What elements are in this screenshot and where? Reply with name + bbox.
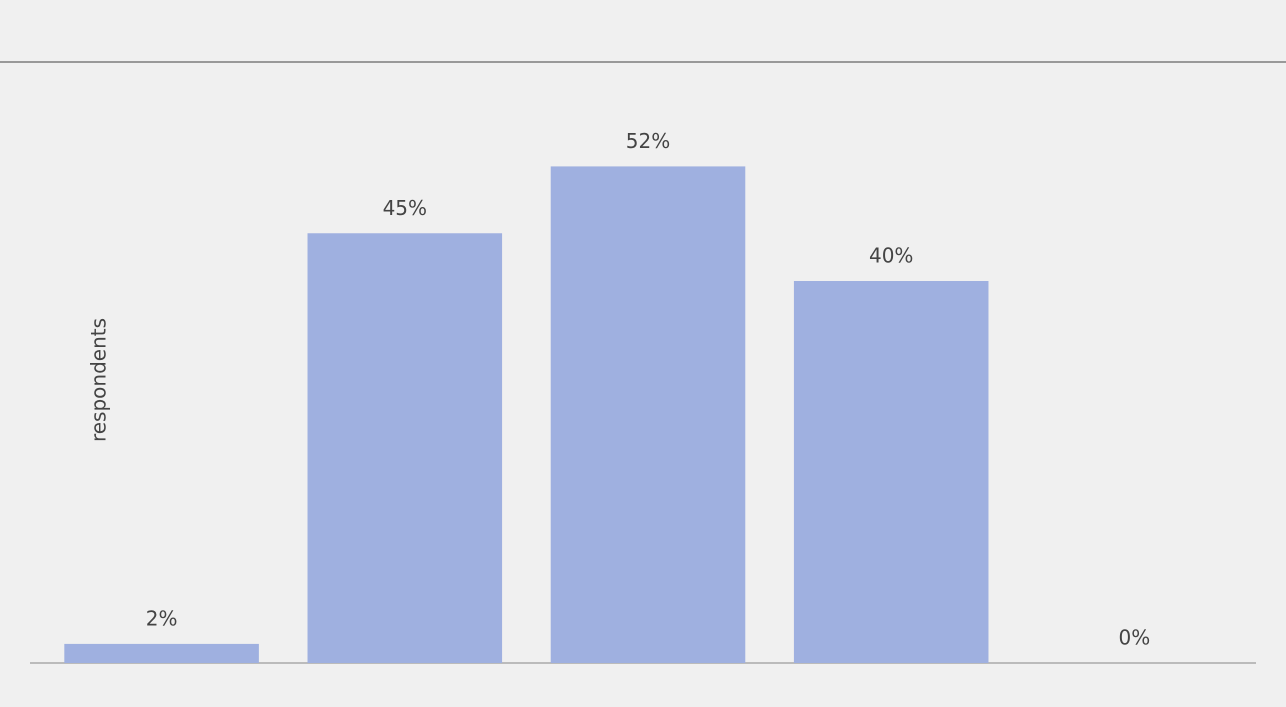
bar xyxy=(64,643,259,663)
value-label: 40% xyxy=(869,244,913,268)
value-label: 52% xyxy=(626,129,670,153)
value-label: 2% xyxy=(146,606,178,630)
bar xyxy=(793,281,989,663)
bar xyxy=(550,166,746,663)
bar xyxy=(307,233,503,663)
value-label: 45% xyxy=(383,196,427,220)
y-axis-label: respondents xyxy=(87,318,111,442)
value-label: 0% xyxy=(1119,626,1151,650)
